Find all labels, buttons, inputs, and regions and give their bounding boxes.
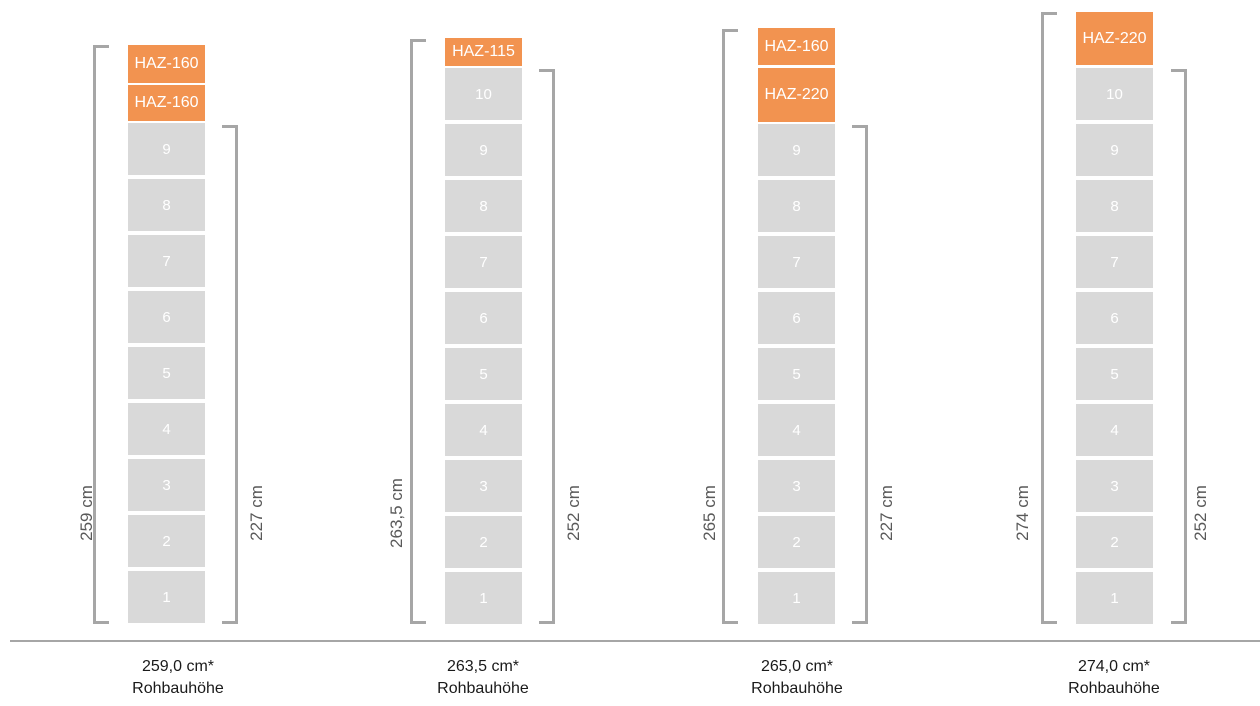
step-block: 6 [758, 292, 835, 344]
step-block: 1 [445, 572, 522, 624]
step-block: 8 [1076, 180, 1153, 232]
total-height-label: 265 cm [700, 485, 719, 541]
stack-height-label: 227 cm [877, 485, 896, 541]
total-height-bracket [93, 45, 109, 624]
step-block: 5 [758, 348, 835, 400]
caption: 265,0 cm* Rohbauhöhe [697, 656, 897, 700]
step-block: 7 [128, 235, 205, 287]
step-block: 3 [1076, 460, 1153, 512]
total-height-bracket [1041, 12, 1057, 624]
step-block: 7 [758, 236, 835, 288]
step-block: 3 [128, 459, 205, 511]
stack-height-bracket [539, 69, 555, 624]
haz-block: HAZ-160 [128, 45, 205, 83]
total-height-label: 263,5 cm [387, 478, 406, 548]
step-block: 1 [1076, 572, 1153, 624]
haz-block: HAZ-220 [758, 68, 835, 122]
step-block: 5 [1076, 348, 1153, 400]
stack-height-bracket [1171, 69, 1187, 624]
step-block: 8 [128, 179, 205, 231]
caption: 263,5 cm* Rohbauhöhe [383, 656, 583, 700]
haz-block: HAZ-160 [758, 28, 835, 65]
step-block: 6 [445, 292, 522, 344]
step-block: 4 [445, 404, 522, 456]
stack-height-label: 252 cm [1191, 485, 1210, 541]
caption-label: Rohbauhöhe [751, 680, 843, 697]
step-block: 4 [758, 404, 835, 456]
step-block: 6 [128, 291, 205, 343]
total-height-bracket [410, 39, 426, 624]
step-block: 7 [445, 236, 522, 288]
step-block: 2 [758, 516, 835, 568]
step-block: 9 [1076, 124, 1153, 176]
caption: 259,0 cm* Rohbauhöhe [78, 656, 278, 700]
stack-height-label: 227 cm [247, 485, 266, 541]
haz-block: HAZ-220 [1076, 12, 1153, 65]
caption-label: Rohbauhöhe [437, 680, 529, 697]
step-block: 3 [445, 460, 522, 512]
stack-height-bracket [852, 125, 868, 624]
caption: 274,0 cm* Rohbauhöhe [1014, 656, 1214, 700]
total-height-label: 274 cm [1013, 485, 1032, 541]
stack-height-label: 252 cm [564, 485, 583, 541]
step-block: 10 [445, 68, 522, 120]
step-block: 5 [445, 348, 522, 400]
caption-label: Rohbauhöhe [1068, 680, 1160, 697]
step-block: 8 [758, 180, 835, 232]
total-height-label: 259 cm [77, 485, 96, 541]
caption-value: 263,5 cm* [446, 658, 520, 675]
caption-value: 259,0 cm* [141, 658, 215, 675]
caption-value: 265,0 cm* [760, 658, 834, 675]
caption-value: 274,0 cm* [1077, 658, 1151, 675]
floor-line [10, 640, 1260, 642]
stack-height-bracket [222, 125, 238, 624]
step-block: 9 [758, 124, 835, 176]
step-block: 9 [128, 123, 205, 175]
step-block: 2 [1076, 516, 1153, 568]
step-block: 8 [445, 180, 522, 232]
step-block: 2 [128, 515, 205, 567]
step-block: 2 [445, 516, 522, 568]
step-block: 5 [128, 347, 205, 399]
total-height-bracket [722, 29, 738, 624]
step-block: 3 [758, 460, 835, 512]
caption-label: Rohbauhöhe [132, 680, 224, 697]
step-block: 6 [1076, 292, 1153, 344]
step-block: 9 [445, 124, 522, 176]
step-block: 4 [1076, 404, 1153, 456]
step-block: 1 [128, 571, 205, 623]
step-block: 4 [128, 403, 205, 455]
haz-block: HAZ-160 [128, 85, 205, 121]
step-block: 10 [1076, 68, 1153, 120]
step-block: 1 [758, 572, 835, 624]
step-block: 7 [1076, 236, 1153, 288]
haz-block: HAZ-115 [445, 38, 522, 66]
